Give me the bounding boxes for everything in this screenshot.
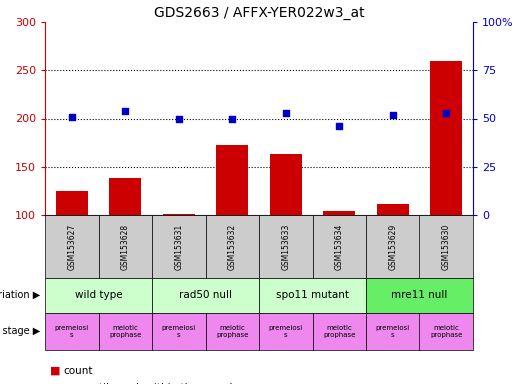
Text: premeiosi
s: premeiosi s	[55, 325, 89, 338]
Text: percentile rank within the sample: percentile rank within the sample	[63, 383, 239, 384]
Text: development stage ▶: development stage ▶	[0, 326, 40, 336]
Text: mre11 null: mre11 null	[391, 291, 448, 301]
Text: ■: ■	[50, 383, 61, 384]
Bar	[109, 178, 141, 215]
Point	[442, 110, 451, 116]
Text: GSM153632: GSM153632	[228, 223, 237, 270]
Bar	[216, 144, 248, 215]
Text: meiotic
prophase: meiotic prophase	[216, 325, 248, 338]
Point	[228, 116, 236, 122]
Point	[175, 116, 183, 122]
Text: GSM153634: GSM153634	[335, 223, 344, 270]
Text: meiotic
prophase: meiotic prophase	[430, 325, 462, 338]
Text: GSM153631: GSM153631	[174, 223, 183, 270]
Bar	[376, 204, 409, 215]
Bar	[323, 211, 355, 215]
Point	[335, 123, 344, 129]
Text: GSM153628: GSM153628	[121, 223, 130, 270]
Text: meiotic
prophase: meiotic prophase	[323, 325, 355, 338]
Text: count: count	[63, 366, 93, 376]
Bar	[270, 154, 302, 215]
Point	[282, 110, 290, 116]
Text: premeiosi
s: premeiosi s	[375, 325, 410, 338]
Point	[121, 108, 129, 114]
Text: premeiosi
s: premeiosi s	[162, 325, 196, 338]
Text: GSM153630: GSM153630	[442, 223, 451, 270]
Text: GSM153627: GSM153627	[67, 223, 76, 270]
Point	[389, 112, 397, 118]
Text: rad50 null: rad50 null	[179, 291, 232, 301]
Text: GSM153633: GSM153633	[281, 223, 290, 270]
Text: wild type: wild type	[75, 291, 123, 301]
Bar	[56, 191, 88, 215]
Text: GSM153629: GSM153629	[388, 223, 397, 270]
Title: GDS2663 / AFFX-YER022w3_at: GDS2663 / AFFX-YER022w3_at	[153, 6, 364, 20]
Bar	[163, 214, 195, 215]
Text: meiotic
prophase: meiotic prophase	[109, 325, 142, 338]
Text: spo11 mutant: spo11 mutant	[276, 291, 349, 301]
Bar	[430, 61, 462, 215]
Text: ■: ■	[50, 366, 61, 376]
Point	[67, 114, 76, 120]
Text: premeiosi
s: premeiosi s	[269, 325, 303, 338]
Text: genotype/variation ▶: genotype/variation ▶	[0, 291, 40, 301]
